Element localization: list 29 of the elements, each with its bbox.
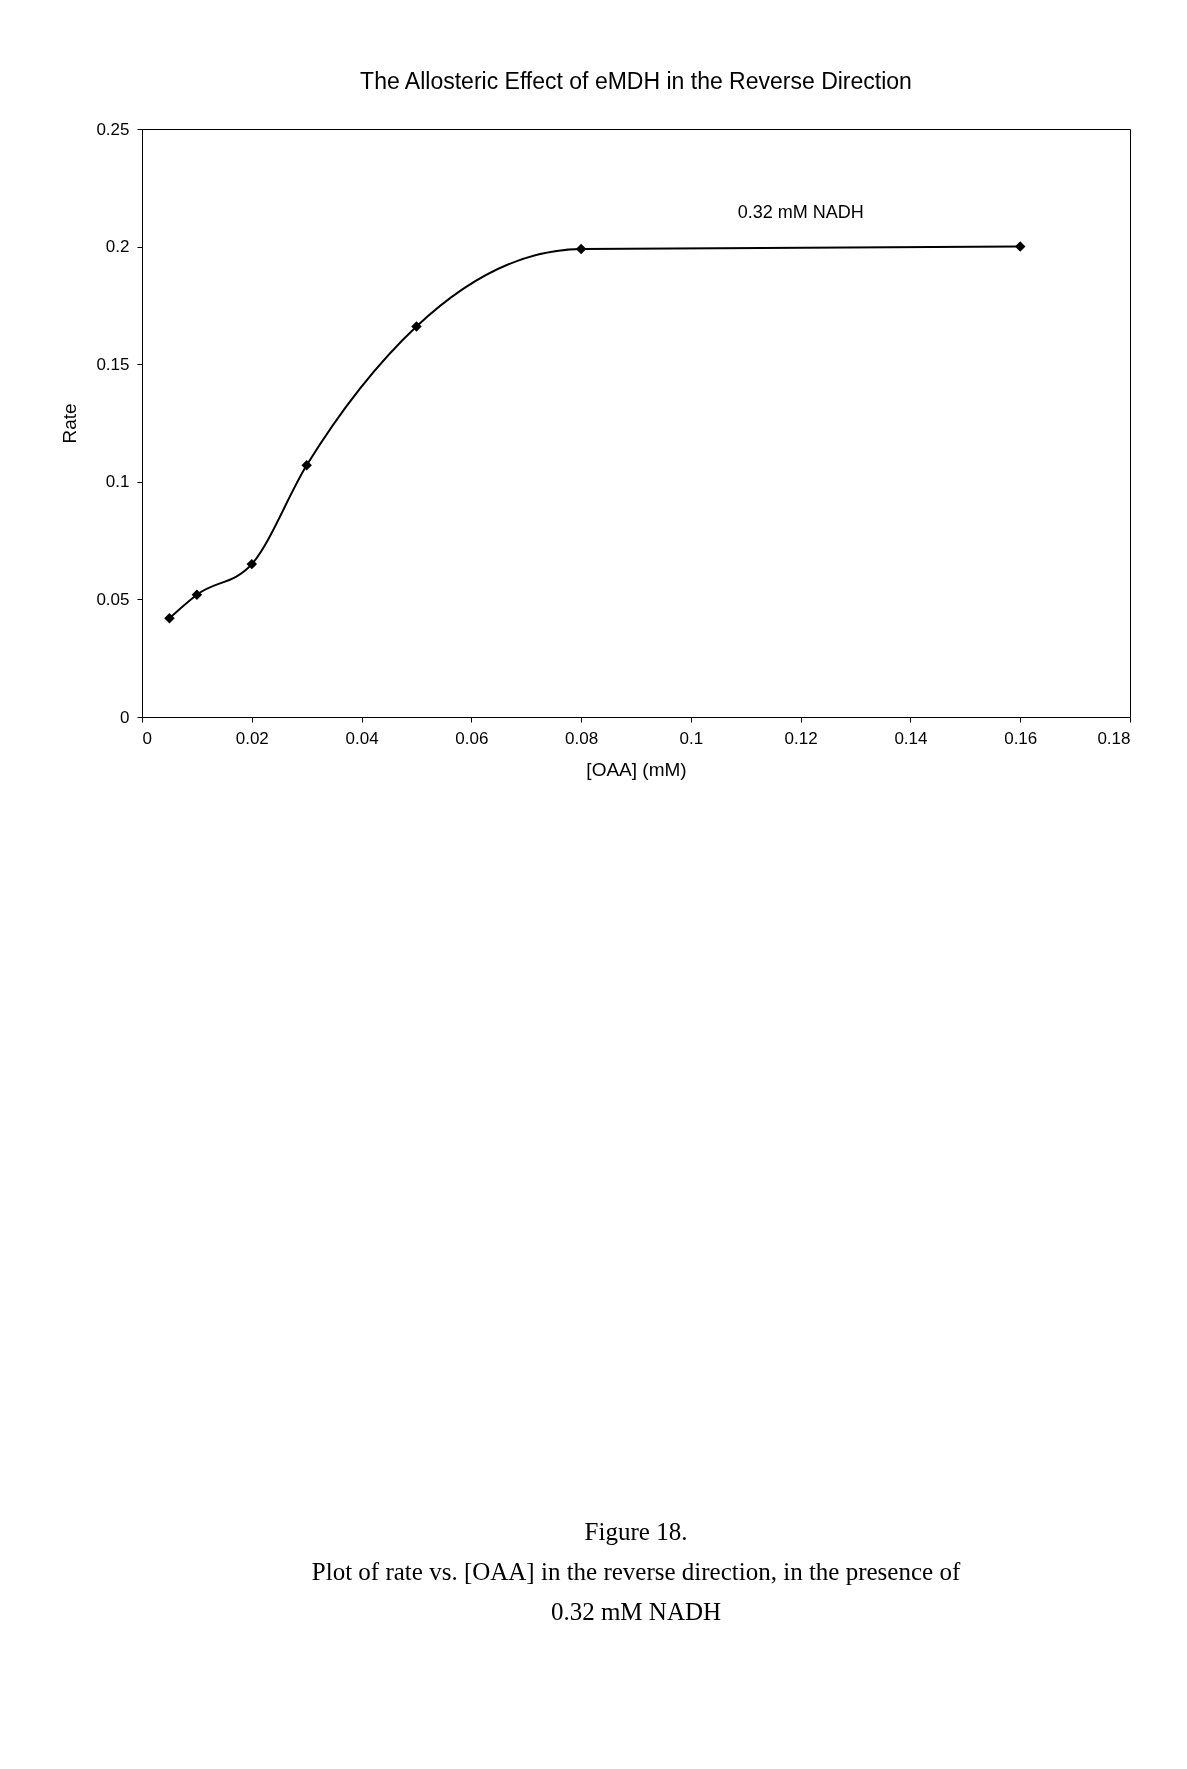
point	[246, 558, 258, 570]
x-tick-label: 0.16	[1004, 728, 1038, 748]
point	[411, 321, 422, 332]
x-tick-label: 0.12	[784, 728, 818, 748]
point	[164, 612, 175, 624]
point	[575, 243, 587, 255]
y-tick-label: 0	[120, 707, 130, 727]
caption: Figure 18.	[584, 1518, 688, 1545]
point	[191, 589, 203, 600]
text: Plot of rate vs. [OAA] in the reverse direction, in the presence of 0.32 mM NADH	[311, 1558, 961, 1625]
chart-title: The Allosteric Effect of eMDH in the Reverse Direction	[360, 68, 912, 94]
y-axis-title: Rate	[59, 403, 81, 444]
x-tick-label: 0.08	[565, 728, 599, 748]
point	[1014, 241, 1026, 252]
point	[301, 460, 312, 471]
y-tick-label: 0.1	[105, 472, 130, 492]
x-tick-label: 0.02	[235, 728, 269, 748]
x-tick-label: 0.1	[679, 728, 704, 748]
series-label: 0.32 mM NADH	[737, 201, 864, 222]
y-tick-label: 0.25	[96, 119, 130, 139]
y-tick-label: 0.15	[96, 354, 130, 374]
x-tick-label: 0.18	[1097, 728, 1131, 748]
x-tick-label: 0.04	[345, 728, 379, 748]
x-tick-label: 0.14	[894, 728, 928, 748]
y-tick-label: 0.2	[105, 237, 130, 257]
x-tick-label: 0	[142, 728, 152, 748]
x-tick-label: 0.06	[455, 728, 489, 748]
x-axis-title: [OAA] (mM)	[586, 758, 687, 780]
y-tick-label: 0.05	[96, 589, 130, 609]
